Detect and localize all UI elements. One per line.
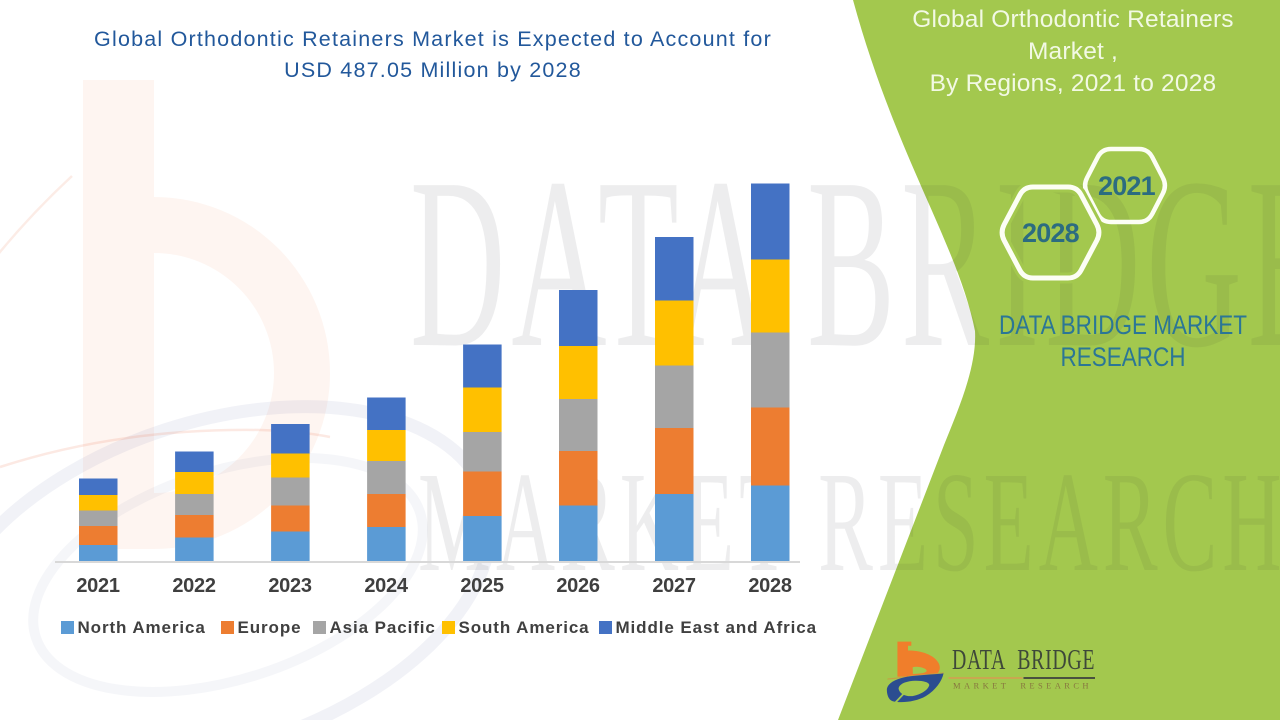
svg-text:MARKET RESEARCH: MARKET RESEARCH	[953, 681, 1092, 691]
svg-text:DATA BRIDGE MARKET: DATA BRIDGE MARKET	[999, 311, 1247, 340]
svg-text:DATA BRIDGE: DATA BRIDGE	[952, 645, 1095, 676]
svg-text:RESEARCH: RESEARCH	[1060, 343, 1185, 372]
